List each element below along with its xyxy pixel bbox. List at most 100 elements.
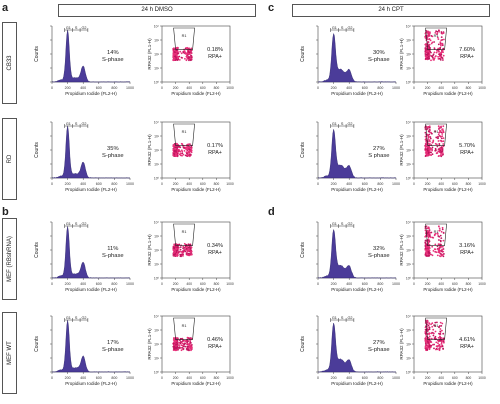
- scatter-y-axis-label: RPA32 (FL1-H): [147, 38, 152, 70]
- scatter-point: [172, 151, 175, 154]
- scatter-x-tick-label: 400: [186, 182, 192, 186]
- gate-label: S: [75, 316, 78, 320]
- hist-x-tick-label: 1000: [126, 86, 134, 90]
- scatter-point: [434, 130, 437, 133]
- scatter-point: [430, 337, 433, 340]
- scatter-y-tick-label: 10⁰: [154, 276, 160, 280]
- hist-x-tick-label: 400: [346, 376, 352, 380]
- scatter-point: [442, 152, 444, 155]
- scatter-y-tick-label: 10²: [406, 52, 412, 56]
- scatter-point: [439, 332, 442, 335]
- scatter-point: [426, 251, 428, 254]
- scatter-point: [435, 345, 438, 347]
- hist-x-tick-label: 400: [80, 282, 86, 286]
- scatter-point: [176, 155, 179, 157]
- scatter-point: [441, 32, 444, 35]
- scatter-point: [437, 133, 440, 136]
- scatter-point: [437, 336, 440, 339]
- scatter-point: [176, 50, 179, 53]
- scatter-point: [437, 155, 440, 158]
- scatter-point: [176, 56, 179, 59]
- scatter-point: [176, 343, 179, 346]
- hist-x-tick-label: 200: [331, 86, 337, 90]
- scatter-y-tick-label: 10⁰: [154, 370, 160, 374]
- scatter-gate-label: R1: [434, 324, 439, 328]
- scatter-y-tick-label: 10⁰: [406, 176, 412, 180]
- scatter-point: [426, 55, 428, 58]
- scatter-point: [425, 254, 428, 257]
- scatter-point: [431, 41, 434, 44]
- scatter-x-tick-label: 0: [413, 376, 415, 380]
- hist-x-tick-label: 600: [96, 282, 102, 286]
- rpa-label: RPA+: [208, 54, 222, 60]
- scatter-point: [432, 328, 435, 331]
- scatter-point: [182, 340, 184, 342]
- scatter-point: [437, 342, 439, 345]
- hist-x-tick-label: 600: [362, 282, 368, 286]
- hist-x-tick-label: 400: [80, 86, 86, 90]
- scatter-point: [440, 345, 442, 348]
- scatter-point: [428, 148, 431, 150]
- scatter-point: [172, 345, 175, 348]
- rpa-value: 0.46%: [207, 337, 223, 343]
- scatter-x-tick-label: 1000: [226, 282, 234, 286]
- scatter-y-tick-label: 10²: [406, 248, 412, 252]
- scatter-point: [438, 229, 441, 232]
- scatter-point: [433, 233, 436, 236]
- hist-x-tick-label: 400: [346, 282, 352, 286]
- scatter-point: [182, 146, 185, 149]
- scatter-point: [441, 340, 444, 342]
- scatter-x-tick-label: 1000: [478, 86, 486, 90]
- scatter-point: [187, 147, 190, 149]
- scatter-y-tick-label: 10⁰: [154, 176, 160, 180]
- scatter-point: [179, 248, 182, 251]
- scatter-y-tick-label: 10¹: [406, 162, 412, 166]
- rpa-label: RPA+: [460, 344, 474, 350]
- scatter-point: [432, 236, 435, 239]
- scatter-point: [180, 149, 183, 152]
- scatter-gate-label: R1: [182, 130, 187, 134]
- scatter-point: [175, 150, 177, 153]
- scatter-point: [428, 139, 431, 142]
- rpa-value: 0.18%: [207, 47, 223, 53]
- scatter-y-tick-label: 10⁰: [406, 276, 412, 280]
- hist-s-phase-label: S phase: [368, 153, 389, 159]
- scatter-point: [431, 322, 434, 325]
- gate-label: S: [341, 122, 344, 126]
- gate-label: G1: [332, 316, 337, 320]
- scatter-point: [175, 56, 177, 59]
- scatter-point: [436, 254, 439, 257]
- scatter-point: [190, 154, 192, 156]
- scatter-point: [182, 247, 185, 250]
- scatter-point: [187, 246, 190, 249]
- scatter-point: [188, 254, 191, 257]
- scatter-point: [188, 337, 191, 340]
- scatter-point: [189, 247, 192, 250]
- hist-x-tick-label: 400: [80, 376, 86, 380]
- scatter-point: [186, 336, 189, 339]
- hist-x-tick-label: 600: [96, 376, 102, 380]
- scatter-point: [189, 143, 191, 146]
- scatter-x-axis-label: Propidium Iodide (FL2-H): [423, 381, 473, 386]
- scatter-point: [438, 239, 440, 241]
- scatter-point: [185, 246, 188, 249]
- scatter-point: [431, 245, 434, 248]
- scatter-point: [424, 337, 427, 339]
- hist-x-tick-label: 0: [51, 376, 53, 380]
- hist-x-tick-label: 1000: [126, 182, 134, 186]
- scatter-point: [429, 39, 432, 42]
- scatter-point: [190, 253, 193, 256]
- hist-x-tick-label: 800: [377, 182, 383, 186]
- scatter-point: [440, 245, 443, 248]
- scatter-point: [190, 57, 193, 60]
- scatter-point: [439, 321, 442, 324]
- scatter-point: [438, 326, 440, 329]
- rpa-label: RPA+: [460, 150, 474, 156]
- scatter-point: [441, 329, 443, 332]
- scatter-point: [428, 38, 431, 40]
- scatter-point: [441, 128, 444, 131]
- scatter-x-axis-label: Propidium Iodide (FL2-H): [423, 91, 473, 96]
- scatter-point: [442, 232, 445, 234]
- hist-x-tick-label: 800: [111, 182, 117, 186]
- hist-x-tick-label: 800: [111, 86, 117, 90]
